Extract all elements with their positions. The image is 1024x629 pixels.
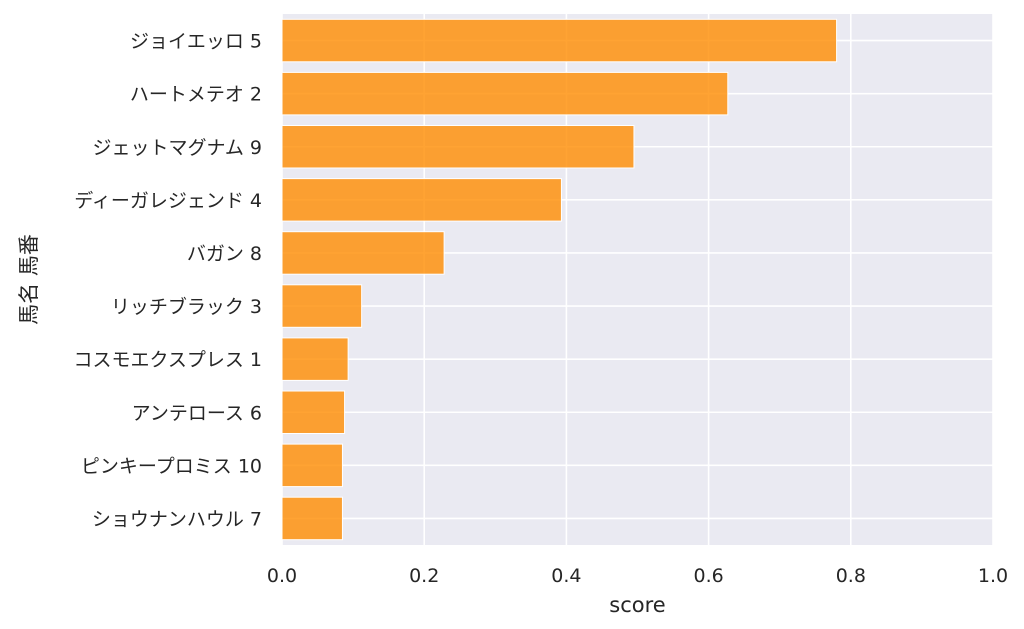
x-tick-label: 0.0	[267, 565, 297, 587]
x-tick-label: 0.2	[409, 565, 439, 587]
y-tick-label: ピンキープロミス 10	[81, 455, 262, 477]
x-axis-title: score	[609, 593, 665, 617]
y-axis-title: 馬名 馬番	[17, 234, 41, 325]
y-tick-label: バガン 8	[187, 243, 262, 265]
y-tick-label: ジェットマグナム 9	[92, 137, 262, 159]
y-tick-label: ジョイエッロ 5	[130, 31, 262, 53]
y-tick-label: コスモエクスプレス 1	[73, 349, 262, 371]
y-tick-label: ハートメテオ 2	[130, 84, 262, 106]
bar	[281, 284, 363, 328]
bar	[281, 125, 635, 169]
x-tick-label: 0.8	[836, 565, 866, 587]
bar	[281, 496, 343, 541]
x-tick-label: 0.6	[693, 565, 723, 587]
y-tick-label: ディーガレジェンド 4	[74, 190, 262, 212]
bar	[281, 71, 729, 116]
bar	[281, 443, 343, 488]
x-tick-label: 0.4	[551, 565, 581, 587]
bar	[281, 231, 445, 275]
bar	[281, 337, 349, 381]
y-tick-label: リッチブラック 3	[111, 295, 262, 318]
y-tick-labels: ジョイエッロ 5 ハートメテオ 2 ジェットマグナム 9 ディーガレジェンド 4 バガン…	[73, 31, 262, 531]
bar	[281, 18, 838, 63]
y-tick-label: アンテロース 6	[132, 402, 262, 424]
y-tick-label: ショウナンハウル 7	[92, 508, 262, 530]
bars	[281, 18, 838, 541]
bar	[281, 178, 562, 222]
bar	[281, 390, 346, 434]
x-tick-label: 1.0	[978, 565, 1008, 587]
x-tick-labels: 0.0 0.2 0.4 0.6 0.8 1.0	[267, 565, 1008, 587]
